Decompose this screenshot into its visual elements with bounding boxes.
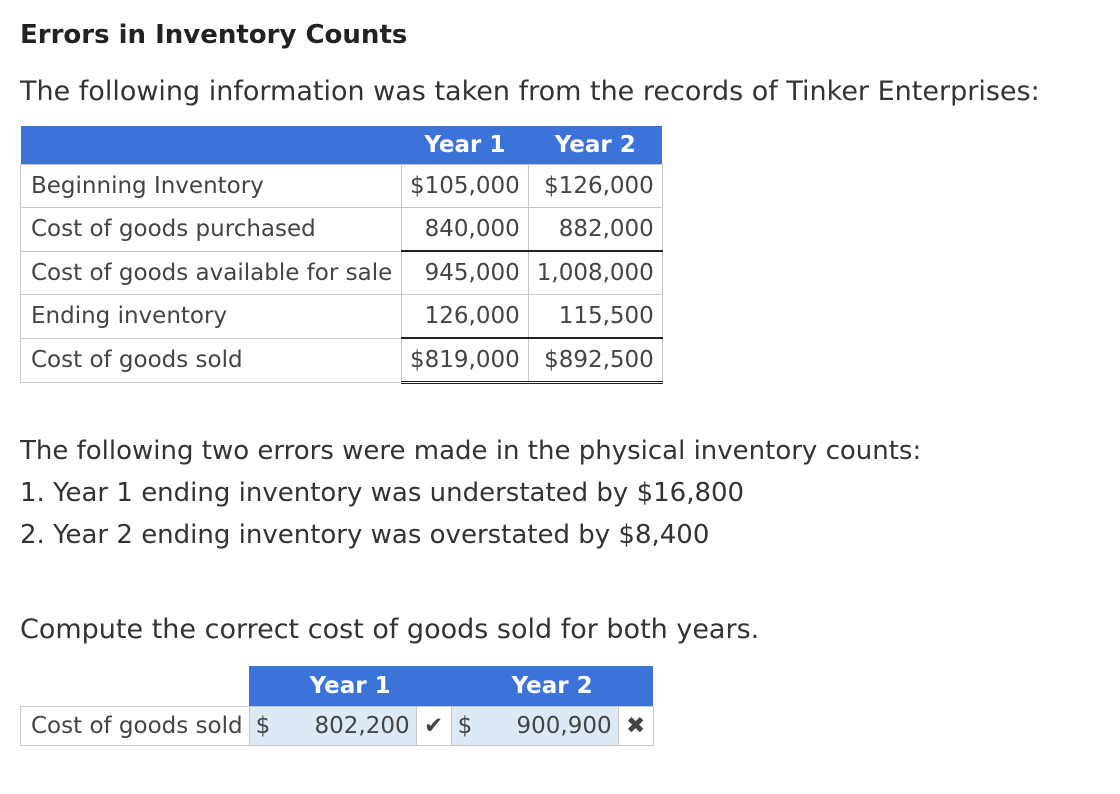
row-year-1: 945,000: [401, 250, 529, 295]
row-label: Cost of goods purchased: [20, 207, 402, 252]
answer-header-year-2: Year 2: [451, 666, 654, 707]
row-year-1: 840,000: [401, 207, 529, 252]
answer-header-row: Year 1 Year 2: [20, 666, 654, 707]
errors-section: The following two errors were made in th…: [20, 430, 921, 556]
row-label: Cost of goods sold: [20, 337, 402, 383]
row-year-1: $105,000: [401, 164, 529, 208]
task-text: Compute the correct cost of goods sold f…: [20, 614, 760, 645]
table-header-row: Year 1 Year 2: [20, 126, 663, 165]
year-1-cogs-input[interactable]: 802,200: [277, 706, 417, 746]
row-year-1: $819,000: [401, 337, 529, 384]
header-year-1: Year 1: [401, 126, 529, 165]
table-row: Beginning Inventory $105,000 $126,000: [20, 164, 663, 208]
errors-intro: The following two errors were made in th…: [20, 436, 922, 466]
answer-table: Year 1 Year 2 Cost of goods sold $ 802,2…: [20, 666, 654, 746]
answer-label: Cost of goods sold: [20, 706, 250, 746]
table-row: Cost of goods purchased 840,000 882,000: [20, 207, 663, 252]
row-label: Ending inventory: [20, 294, 402, 339]
year-2-cogs-input[interactable]: 900,900: [479, 706, 619, 746]
row-year-2: 882,000: [527, 207, 663, 252]
inventory-table: Year 1 Year 2 Beginning Inventory $105,0…: [20, 126, 663, 384]
intro-text: The following information was taken from…: [20, 76, 1040, 107]
header-blank: [20, 126, 402, 165]
cross-icon: ✖: [618, 706, 654, 746]
row-label: Beginning Inventory: [20, 164, 402, 208]
answer-header-year-1: Year 1: [249, 666, 452, 707]
row-year-2: 1,008,000: [527, 250, 663, 295]
answer-header-blank: [20, 666, 250, 707]
currency-symbol: $: [450, 706, 480, 746]
error-item: 2. Year 2 ending inventory was overstate…: [20, 520, 710, 550]
check-icon: ✔: [416, 706, 452, 746]
page-title: Errors in Inventory Counts: [20, 20, 408, 50]
row-label: Cost of goods available for sale: [20, 250, 402, 295]
row-year-2: 115,500: [527, 294, 663, 339]
error-item: 1. Year 1 ending inventory was understat…: [20, 478, 745, 508]
row-year-2: $892,500: [527, 337, 663, 384]
currency-symbol: $: [248, 706, 278, 746]
table-row: Cost of goods available for sale 945,000…: [20, 250, 663, 295]
table-row: Ending inventory 126,000 115,500: [20, 294, 663, 339]
table-row: Cost of goods sold $819,000 $892,500: [20, 337, 663, 384]
header-year-2: Year 2: [528, 126, 663, 165]
row-year-2: $126,000: [527, 164, 663, 208]
row-year-1: 126,000: [401, 294, 529, 339]
answer-row: Cost of goods sold $ 802,200 ✔ $ 900,900…: [20, 706, 654, 746]
